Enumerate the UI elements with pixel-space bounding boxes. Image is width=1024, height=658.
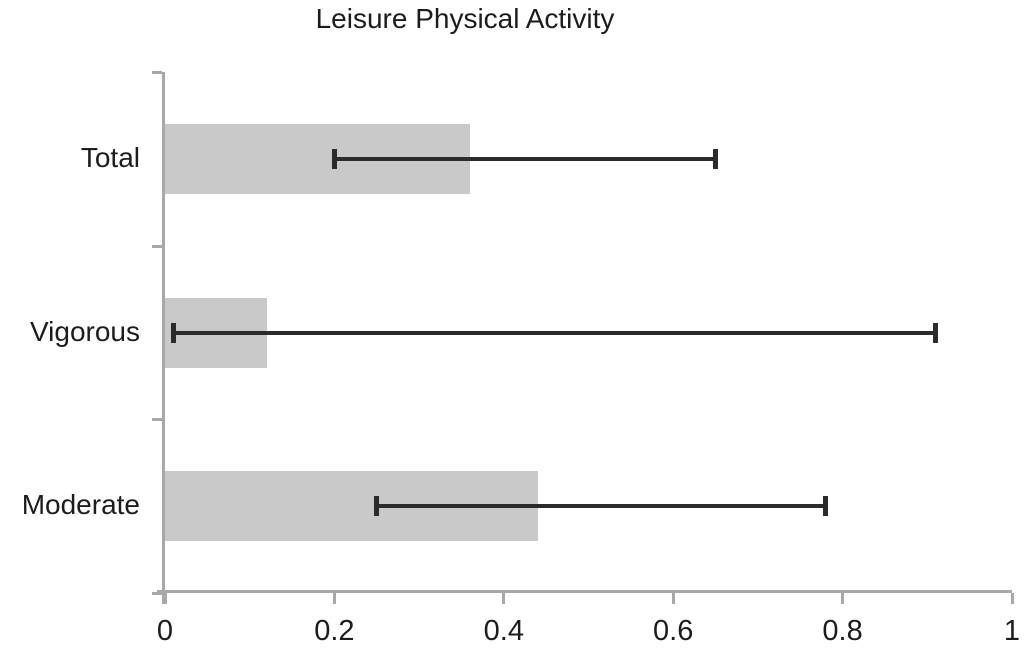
x-tick-label: 0.4 — [483, 615, 524, 647]
error-bar-moderate — [376, 504, 826, 509]
y-axis-tick — [152, 244, 162, 248]
error-bar-total — [334, 156, 716, 161]
x-axis-tick — [332, 593, 336, 604]
x-tick-label: 0.8 — [822, 615, 863, 647]
category-label-vigorous: Vigorous — [29, 315, 140, 347]
y-axis-tick — [152, 71, 162, 74]
error-bar-cap-right-total — [713, 148, 719, 169]
x-tick-label: 0 — [156, 615, 174, 647]
x-axis-tick — [502, 593, 506, 604]
chart-title: Leisure Physical Activity — [315, 3, 615, 34]
category-label-total: Total — [80, 141, 140, 173]
category-label-moderate: Moderate — [21, 489, 140, 521]
error-bar-cap-right-moderate — [823, 496, 829, 517]
error-bar-cap-left-total — [331, 148, 337, 169]
error-bar-vigorous — [173, 330, 936, 335]
x-axis-line — [157, 590, 1012, 593]
x-tick-label: 0.6 — [653, 615, 694, 647]
x-axis-tick — [1010, 593, 1014, 604]
x-axis-tick — [163, 593, 167, 604]
x-tick-label: 0.2 — [314, 615, 355, 647]
x-tick-label: 1 — [1003, 615, 1021, 647]
y-axis-tick — [152, 418, 162, 422]
error-bar-cap-left-moderate — [374, 496, 380, 517]
error-bar-cap-left-vigorous — [170, 322, 176, 343]
x-axis-tick — [841, 593, 845, 604]
y-axis-line — [162, 72, 165, 604]
x-axis-tick — [671, 593, 675, 604]
error-bar-cap-right-vigorous — [933, 322, 939, 343]
y-axis-tick — [152, 592, 162, 595]
